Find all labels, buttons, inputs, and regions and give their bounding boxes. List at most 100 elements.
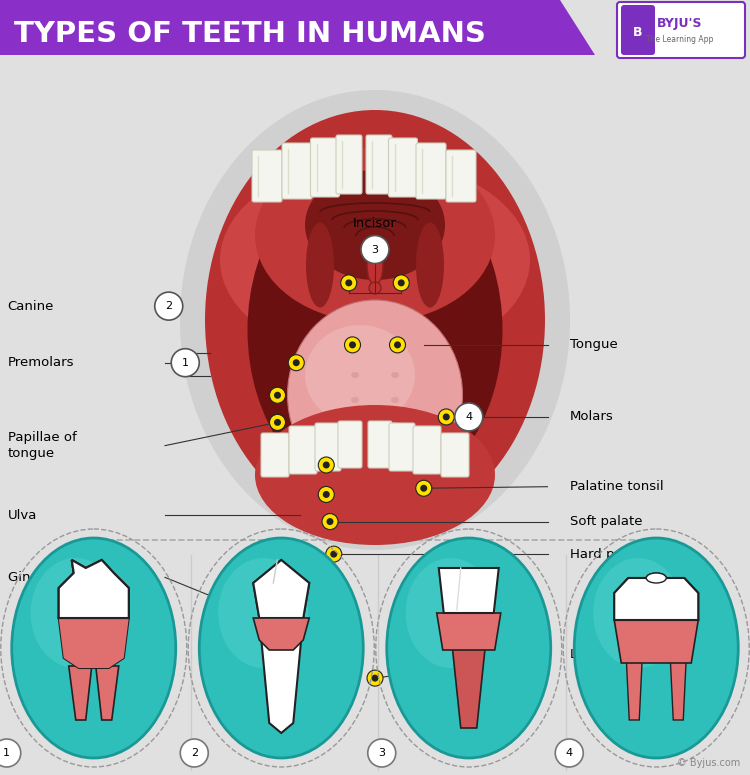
Text: 4: 4 (465, 412, 472, 422)
Circle shape (371, 674, 379, 682)
Circle shape (0, 739, 21, 767)
Ellipse shape (305, 325, 415, 425)
Circle shape (322, 514, 338, 529)
Circle shape (154, 292, 183, 320)
FancyBboxPatch shape (416, 143, 446, 199)
Text: Canine: Canine (8, 300, 54, 312)
FancyBboxPatch shape (446, 150, 476, 202)
Circle shape (367, 670, 383, 686)
Polygon shape (614, 578, 698, 620)
FancyBboxPatch shape (389, 423, 415, 471)
Circle shape (318, 487, 334, 502)
Ellipse shape (218, 558, 308, 668)
Circle shape (555, 739, 584, 767)
Text: Ulva: Ulva (8, 509, 37, 522)
Polygon shape (254, 560, 309, 618)
FancyBboxPatch shape (261, 433, 289, 477)
Text: Lips: Lips (570, 649, 596, 661)
FancyBboxPatch shape (310, 138, 340, 197)
Ellipse shape (391, 372, 399, 378)
Polygon shape (58, 560, 129, 618)
FancyBboxPatch shape (388, 138, 418, 197)
Ellipse shape (180, 90, 570, 550)
Polygon shape (254, 618, 309, 650)
Circle shape (322, 491, 330, 498)
Text: Papillae of
tongue: Papillae of tongue (8, 431, 76, 460)
Text: Palatine tonsil: Palatine tonsil (570, 480, 664, 493)
Text: 2: 2 (165, 301, 172, 311)
Ellipse shape (646, 573, 666, 583)
FancyBboxPatch shape (336, 135, 362, 194)
Ellipse shape (200, 538, 363, 758)
Polygon shape (670, 658, 686, 720)
Polygon shape (254, 618, 309, 650)
Circle shape (361, 236, 389, 264)
Ellipse shape (367, 245, 383, 285)
Ellipse shape (351, 372, 359, 378)
Polygon shape (614, 620, 698, 663)
Circle shape (292, 359, 300, 367)
Text: Molars: Molars (570, 411, 614, 423)
Ellipse shape (306, 222, 334, 308)
Ellipse shape (305, 170, 445, 280)
Ellipse shape (300, 410, 450, 490)
Ellipse shape (12, 538, 176, 758)
Text: Tongue: Tongue (570, 339, 618, 351)
Circle shape (393, 275, 410, 291)
Ellipse shape (248, 160, 502, 500)
Circle shape (330, 550, 338, 558)
FancyBboxPatch shape (366, 135, 392, 194)
Polygon shape (58, 618, 129, 668)
Text: Soft palate: Soft palate (570, 515, 643, 528)
Ellipse shape (646, 573, 666, 583)
Circle shape (171, 349, 200, 377)
Ellipse shape (351, 397, 359, 403)
Text: 3: 3 (371, 245, 379, 254)
Circle shape (420, 484, 428, 492)
Circle shape (322, 461, 330, 469)
Polygon shape (58, 560, 129, 618)
Circle shape (326, 518, 334, 525)
FancyBboxPatch shape (282, 143, 312, 199)
Text: B: B (633, 26, 643, 39)
FancyBboxPatch shape (338, 421, 362, 468)
Text: 4: 4 (566, 748, 573, 758)
Text: 1: 1 (182, 358, 189, 367)
Text: Incisor: Incisor (353, 217, 397, 229)
Text: 2: 2 (190, 748, 198, 758)
Ellipse shape (387, 538, 550, 758)
Circle shape (394, 341, 401, 349)
Polygon shape (626, 658, 642, 720)
Circle shape (340, 275, 357, 291)
FancyBboxPatch shape (289, 426, 317, 474)
Circle shape (274, 418, 281, 426)
Text: TYPES OF TEETH IN HUMANS: TYPES OF TEETH IN HUMANS (14, 20, 486, 48)
Polygon shape (69, 666, 92, 720)
Circle shape (368, 739, 396, 767)
Polygon shape (0, 0, 595, 55)
Text: Premolars: Premolars (8, 356, 74, 369)
Polygon shape (448, 613, 489, 728)
Polygon shape (439, 568, 499, 613)
Text: BYJU'S: BYJU'S (657, 18, 703, 30)
Ellipse shape (31, 558, 121, 668)
Ellipse shape (287, 300, 463, 490)
FancyBboxPatch shape (617, 2, 745, 58)
Circle shape (398, 279, 405, 287)
Polygon shape (254, 560, 309, 733)
Ellipse shape (220, 160, 530, 360)
FancyBboxPatch shape (441, 433, 469, 477)
FancyBboxPatch shape (315, 423, 341, 471)
Text: Gingiva (Gums): Gingiva (Gums) (8, 571, 111, 584)
Ellipse shape (391, 422, 399, 428)
FancyBboxPatch shape (252, 150, 282, 202)
Polygon shape (58, 618, 129, 668)
Circle shape (344, 337, 361, 353)
Circle shape (438, 409, 454, 425)
Circle shape (442, 413, 450, 421)
Circle shape (269, 388, 286, 403)
Circle shape (274, 391, 281, 399)
Text: The Learning App: The Learning App (646, 36, 714, 44)
Circle shape (345, 279, 352, 287)
Circle shape (180, 739, 209, 767)
